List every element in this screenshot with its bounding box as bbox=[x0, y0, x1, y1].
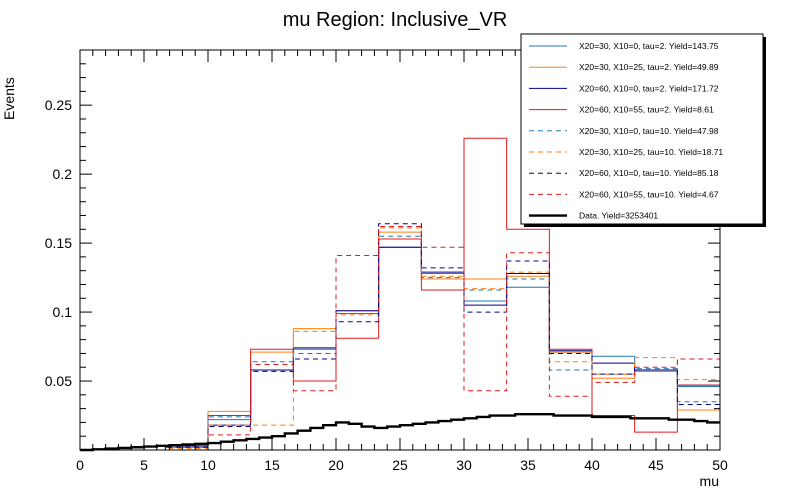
x-tick-label: 15 bbox=[264, 457, 280, 473]
x-tick-label: 45 bbox=[648, 457, 664, 473]
series-line-8 bbox=[80, 412, 720, 452]
x-tick-label: 25 bbox=[392, 457, 408, 473]
legend-entry-1: X20=30, X10=25, tau=2. Yield=49.89 bbox=[579, 62, 719, 72]
legend-entry-2: X20=60, X10=0, tau=2. Yield=171.72 bbox=[579, 83, 719, 93]
y-axis-label: Events bbox=[1, 77, 17, 120]
legend-entry-4: X20=30, X10=0, tau=10. Yield=47.98 bbox=[579, 126, 719, 136]
y-tick-label: 0.1 bbox=[53, 304, 73, 320]
x-axis-label: mu bbox=[700, 473, 719, 489]
x-tick-label: 30 bbox=[456, 457, 472, 473]
series-line-7 bbox=[80, 226, 720, 451]
x-tick-label: 0 bbox=[76, 457, 84, 473]
x-tick-label: 5 bbox=[140, 457, 148, 473]
chart-title: mu Region: Inclusive_VR bbox=[283, 9, 508, 31]
legend-entry-3: X20=60, X10=55, tau=2. Yield=8.61 bbox=[579, 105, 714, 115]
y-tick-label: 0.15 bbox=[45, 235, 72, 251]
legend-entry-6: X20=60, X10=0, tau=10. Yield=85.18 bbox=[579, 168, 719, 178]
x-tick-label: 20 bbox=[328, 457, 344, 473]
legend-entry-5: X20=30, X10=25, tau=10. Yield=18.71 bbox=[579, 147, 723, 157]
series-line-6 bbox=[80, 223, 720, 451]
legend-entry-7: X20=60, X10=55, tau=10. Yield=4.67 bbox=[579, 189, 719, 199]
series-line-3 bbox=[80, 137, 720, 451]
legend-entry-0: X20=30, X10=0, tau=2. Yield=143.75 bbox=[579, 41, 719, 51]
x-tick-label: 50 bbox=[712, 457, 728, 473]
x-tick-label: 40 bbox=[584, 457, 600, 473]
y-tick-label: 0.05 bbox=[45, 373, 72, 389]
legend-box bbox=[520, 33, 764, 225]
x-tick-label: 35 bbox=[520, 457, 536, 473]
y-tick-label: 0.25 bbox=[45, 97, 72, 113]
legend: X20=30, X10=0, tau=2. Yield=143.75 X20=30… bbox=[520, 33, 766, 227]
plot-area bbox=[80, 137, 720, 452]
x-tick-label: 10 bbox=[200, 457, 216, 473]
legend-entry-8: Data. Yield=3253401 bbox=[579, 211, 658, 221]
y-tick-label: 0.2 bbox=[53, 166, 73, 182]
